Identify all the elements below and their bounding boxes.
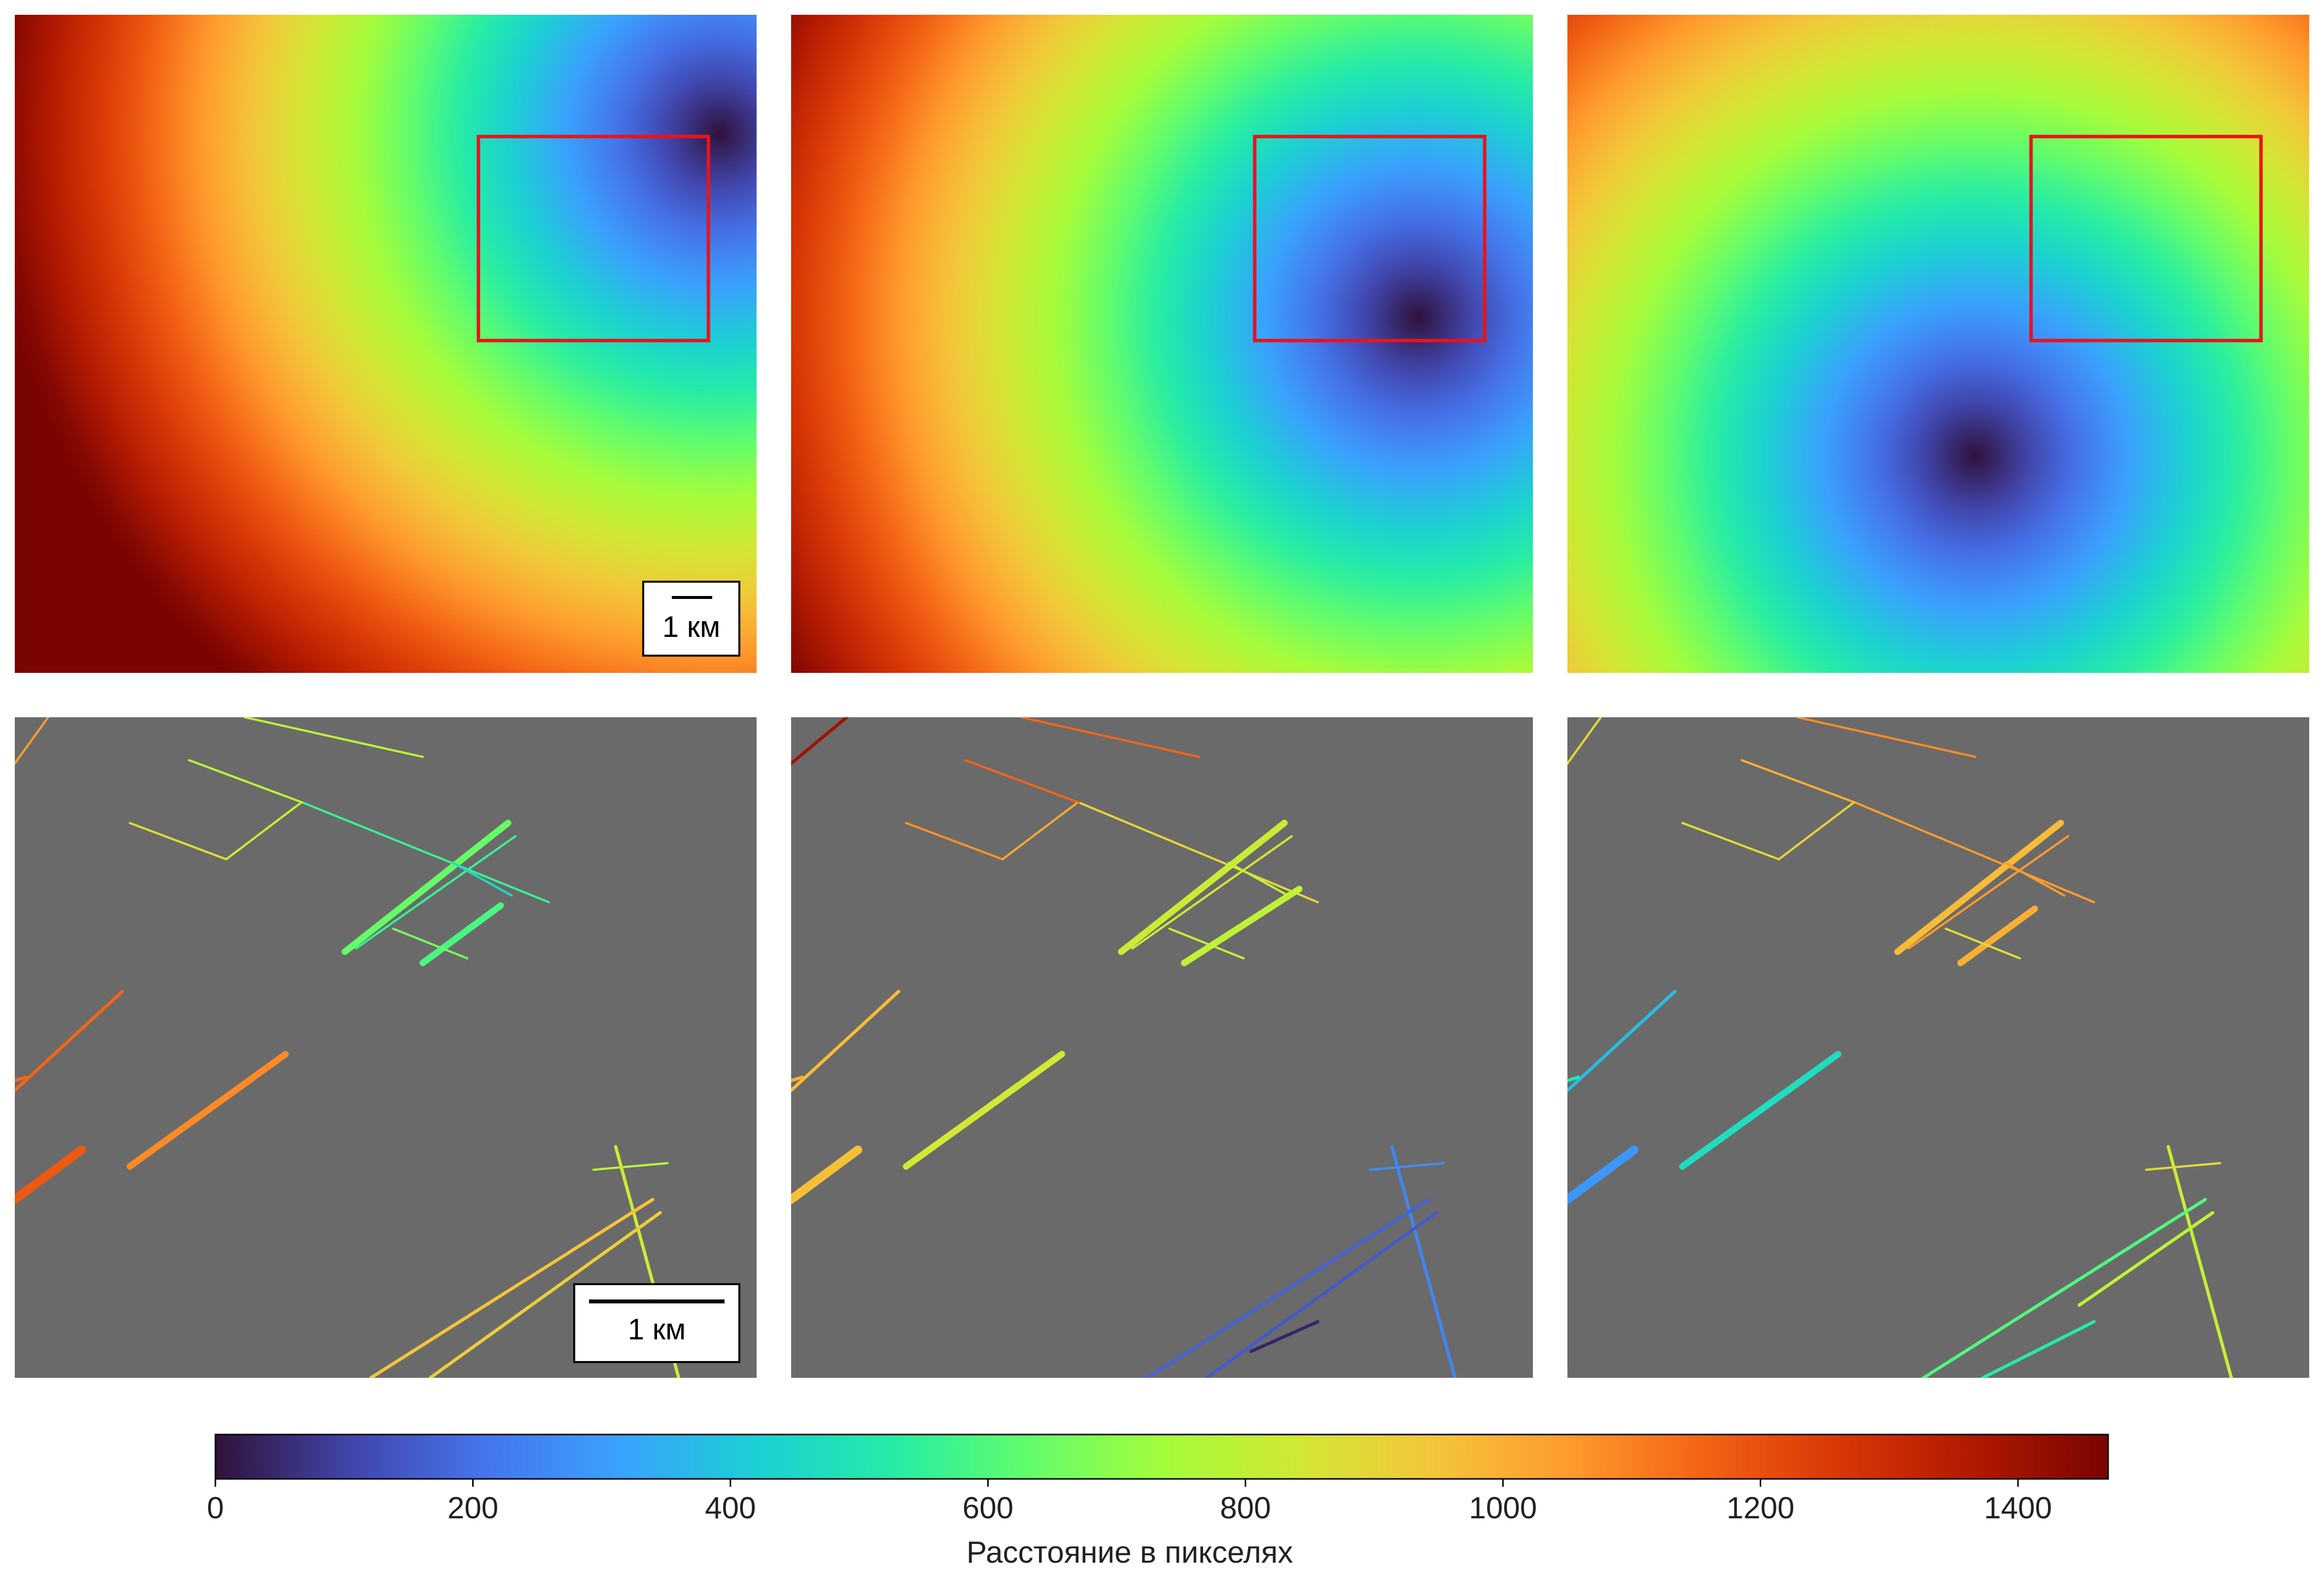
inset-region-box: [477, 135, 710, 343]
lineament-segment: [1001, 802, 1078, 861]
lineament-segment: [1131, 835, 1293, 950]
lineament-segment: [1567, 989, 1677, 1092]
lineament-segment: [1249, 1320, 1319, 1353]
lineament-segment: [355, 835, 517, 950]
distance-map-top-middle: [791, 15, 1533, 673]
lineament-segment: [1908, 835, 2070, 950]
colorbar-tick-label: 600: [963, 1491, 1013, 1525]
lineament-segment: [428, 1211, 662, 1378]
lineament-segment: [905, 822, 1004, 861]
lineament-segment: [342, 819, 512, 955]
lineament-map-bottom-middle: [791, 717, 1533, 1378]
lineament-segment: [1020, 717, 1200, 758]
lineament-segment: [1894, 819, 2064, 955]
distance-field: [1567, 15, 2309, 673]
lineament-segment: [1567, 1145, 1639, 1204]
lineament-segment: [1944, 927, 2021, 960]
scalebar-top: 1 км: [642, 581, 740, 657]
colorbar-tick-label: 0: [207, 1491, 224, 1525]
lineament-segment: [243, 717, 424, 758]
lineament-segment: [1567, 1076, 1580, 1083]
scalebar-bottom-label: 1 км: [628, 1313, 686, 1346]
lineament-segment: [1168, 927, 1245, 960]
lineament-segment: [1679, 1051, 1841, 1170]
lineament-segment: [1740, 759, 1858, 805]
lineament-segment: [1796, 717, 1977, 758]
lineament-segment: [2166, 1145, 2233, 1378]
lineament-segment: [1145, 1197, 1431, 1378]
colorbar-tick-label: 1400: [1984, 1491, 2052, 1525]
colorbar-tick-label: 400: [705, 1491, 756, 1525]
lineament-segment: [791, 1076, 804, 1083]
lineament-map-bottom-right: [1567, 717, 2309, 1378]
colorbar-tick-label: 1200: [1727, 1491, 1795, 1525]
lineament-segment: [15, 717, 49, 765]
lineament-segment: [126, 1051, 289, 1170]
lineament-segment: [1957, 905, 2038, 967]
lineament-segment: [225, 802, 302, 861]
lineament-segment: [791, 989, 901, 1092]
lineament-segment: [451, 861, 513, 897]
lineament-segment: [1205, 1211, 1438, 1378]
lineament-segment: [1118, 819, 1288, 955]
lineament-segment: [1181, 885, 1303, 967]
map-background: [1567, 717, 2309, 1378]
lineament-segment: [15, 989, 124, 1092]
distance-map-top-left: [15, 15, 757, 673]
colorbar-label: Расстояние в пикселях: [967, 1536, 1293, 1570]
colorbar: 0 200 400 600 800 1000 1200 1400 Расстояние в пи…: [207, 1434, 2109, 1570]
lineament-segment: [1922, 1197, 2207, 1378]
lineament-segment: [1981, 1320, 2096, 1378]
lineament-segment: [2145, 1162, 2221, 1171]
lineament-segment: [1079, 802, 1319, 904]
inset-region-box: [2029, 135, 2263, 343]
lineament-segment: [791, 1145, 863, 1204]
lineament-segment: [369, 1197, 655, 1378]
lineament-segment: [1681, 822, 1780, 861]
map-background: [791, 717, 1533, 1378]
lineament-segment: [902, 1051, 1065, 1170]
lineament-segment: [1390, 1145, 1457, 1378]
lineament-segment: [188, 759, 306, 805]
scalebar-top-label: 1 км: [662, 610, 721, 643]
colorbar-tick-label: 1000: [1469, 1491, 1537, 1525]
lineament-segment: [1567, 717, 1602, 765]
lineament-segment: [964, 759, 1082, 805]
distance-field: [15, 15, 757, 673]
lineament-segment: [15, 1145, 86, 1204]
distance-map-top-right: [1567, 15, 2309, 673]
lineament-map-bottom-left: [15, 717, 757, 1378]
lineament-segment: [1777, 802, 1854, 861]
lineament-segment: [1855, 802, 2095, 904]
scalebar-bottom: 1 км: [573, 1283, 740, 1363]
colorbar-tick-label: 200: [448, 1491, 498, 1525]
lineament-segment: [791, 717, 849, 766]
lineament-segment: [419, 902, 504, 967]
lineament-segment: [15, 1076, 28, 1083]
lineament-segment: [592, 1162, 669, 1171]
lineament-segment: [129, 822, 228, 861]
panels: 1 км 1 км: [15, 15, 2309, 1378]
lineament-segment: [1368, 1162, 1445, 1171]
colorbar-tick-label: 800: [1220, 1491, 1271, 1525]
lineament-segment: [303, 802, 550, 904]
lineament-segment: [1227, 861, 1289, 897]
distance-field: [791, 15, 1533, 673]
colorbar-gradient: [214, 1434, 2109, 1480]
lineament-segment: [2078, 1211, 2215, 1307]
lineament-segment: [392, 927, 469, 960]
lineament-segment: [2004, 861, 2066, 897]
map-background: [15, 717, 757, 1378]
inset-region-box: [1253, 135, 1487, 343]
